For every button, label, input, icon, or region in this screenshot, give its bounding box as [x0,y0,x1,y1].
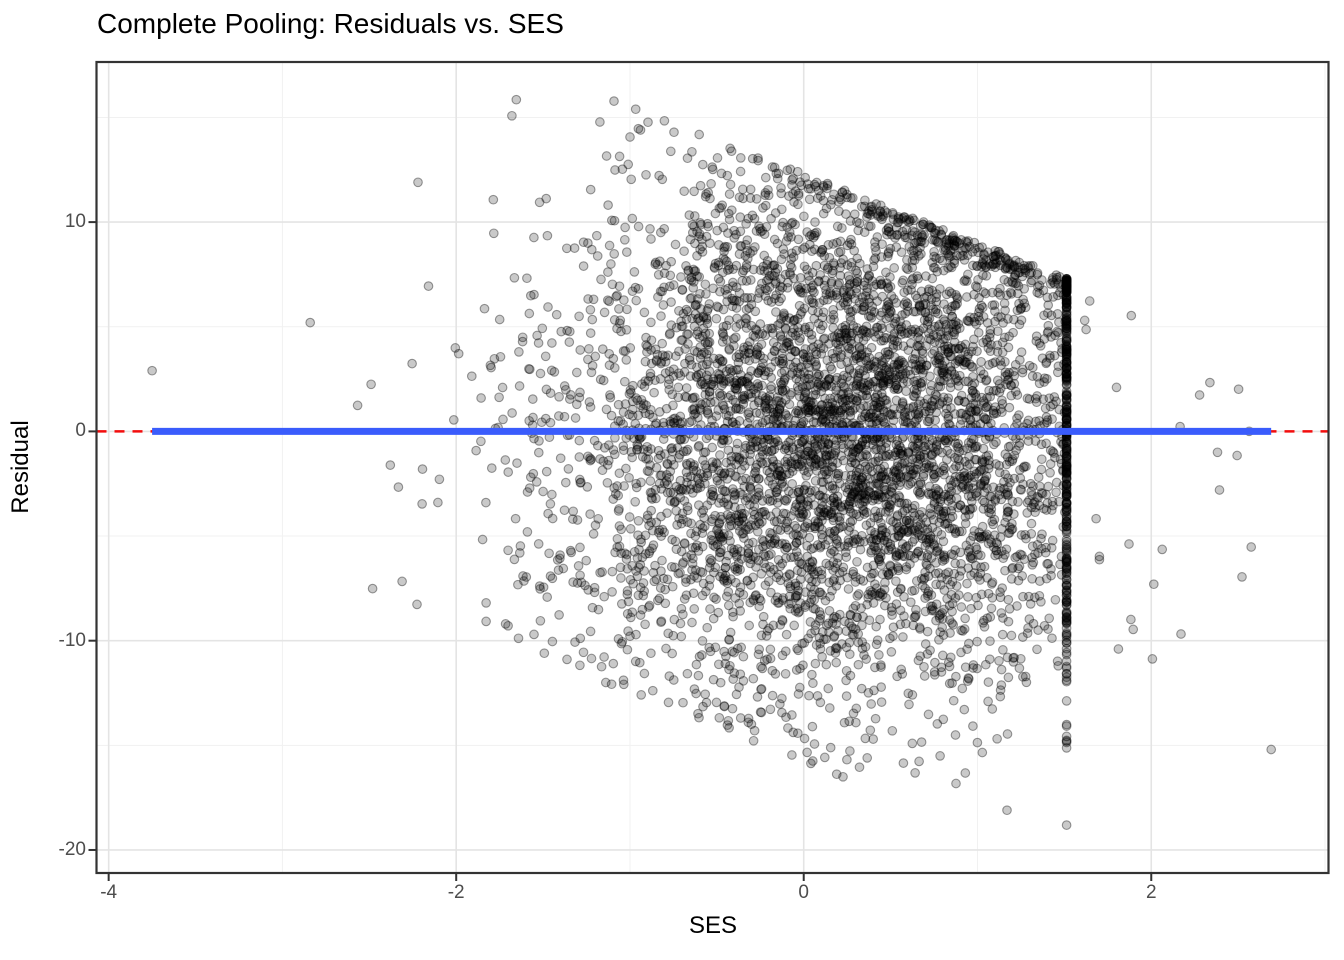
x-tick-label-2: 0 [798,882,809,903]
x-tick-label-3: 2 [1145,882,1157,903]
chart-title: Complete Pooling: Residuals vs. SES [97,8,564,39]
scatter-points [147,94,1277,830]
x-tick-label-1: -2 [447,882,465,903]
y-tick-label-0: -20 [58,838,86,860]
x-tick-label-0: -4 [100,882,118,903]
y-tick-label-2: 0 [75,420,86,442]
y-tick-label-3: 10 [64,211,86,233]
y-tick-label-1: -10 [58,629,86,651]
axis-tick-marks [88,221,1153,881]
panel-border [95,60,1330,875]
x-axis-title: SES [688,912,738,939]
